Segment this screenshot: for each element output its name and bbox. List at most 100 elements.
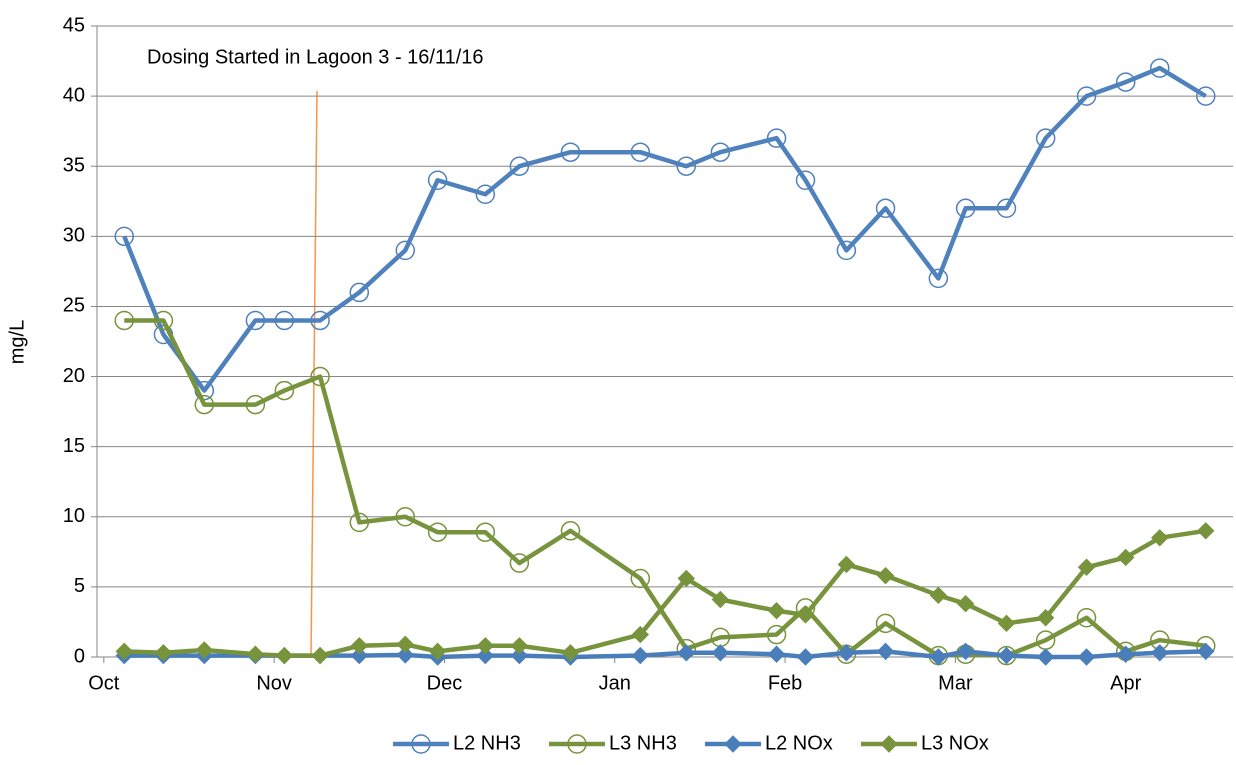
marker: [245, 310, 266, 331]
marker: [510, 646, 529, 665]
marker: [1151, 644, 1169, 662]
y-tick-label: 25: [63, 295, 85, 317]
marker: [880, 735, 898, 753]
x-tick-label: Jan: [599, 672, 631, 694]
marker: [395, 507, 416, 527]
marker: [1150, 58, 1170, 78]
marker: [1115, 72, 1136, 92]
marker: [677, 644, 695, 662]
marker: [836, 240, 857, 261]
x-tick-label: Nov: [256, 672, 292, 694]
marker: [476, 637, 495, 655]
marker: [710, 142, 731, 162]
marker: [875, 198, 896, 219]
series: [115, 522, 1215, 665]
marker: [310, 310, 330, 331]
marker: [275, 646, 294, 665]
marker: [630, 142, 651, 162]
marker: [711, 590, 730, 609]
marker: [929, 586, 948, 605]
marker: [1077, 558, 1096, 576]
marker: [1116, 645, 1135, 663]
x-tick-label: Mar: [938, 672, 973, 694]
y-tick-label: 20: [63, 365, 85, 387]
marker: [996, 198, 1017, 219]
marker: [956, 595, 975, 613]
marker: [766, 624, 787, 645]
marker: [349, 282, 370, 303]
marker: [796, 648, 815, 666]
marker: [245, 394, 266, 415]
marker: [631, 646, 650, 665]
y-tick-label: 40: [63, 84, 85, 106]
annotation: Dosing Started in Lagoon 3 - 16/11/16: [147, 46, 484, 68]
marker: [114, 226, 135, 247]
marker: [928, 268, 949, 289]
marker: [796, 606, 815, 624]
marker: [476, 646, 495, 665]
marker: [676, 156, 697, 176]
marker: [1036, 609, 1055, 627]
marker: [428, 642, 447, 661]
series-line: [124, 528, 1207, 658]
marker: [195, 641, 214, 659]
legend-label: L2 NH3: [453, 732, 521, 754]
marker: [677, 569, 695, 588]
marker: [427, 522, 448, 542]
marker: [997, 614, 1016, 633]
marker: [1035, 128, 1056, 148]
legend-label: L3 NOx: [921, 732, 989, 754]
marker: [349, 512, 370, 533]
marker: [876, 642, 895, 661]
marker: [154, 644, 173, 662]
marker: [427, 170, 448, 190]
marker: [795, 170, 816, 190]
marker: [1195, 86, 1216, 106]
marker: [1197, 522, 1215, 540]
marker: [114, 310, 135, 331]
y-tick-label: 35: [63, 155, 85, 177]
marker: [475, 184, 496, 205]
marker: [246, 645, 265, 663]
marker: [396, 635, 414, 654]
marker: [955, 198, 976, 219]
legend: L2 NH3 L3 NH3 L2 NOx L3 NOx: [393, 732, 989, 754]
marker: [1151, 529, 1169, 547]
marker: [274, 380, 295, 401]
y-tick-label: 30: [63, 225, 85, 247]
marker: [1076, 86, 1097, 106]
marker: [153, 310, 174, 331]
marker: [724, 735, 742, 753]
marker: [711, 644, 730, 662]
marker: [1116, 548, 1135, 567]
marker: [350, 637, 368, 655]
marker: [766, 128, 787, 148]
marker: [767, 645, 786, 663]
marker: [274, 310, 295, 331]
marker: [837, 555, 856, 574]
legend-label: L3 NH3: [609, 732, 677, 754]
marker: [1197, 642, 1215, 661]
x-tick-label: Apr: [1110, 672, 1141, 694]
marker: [631, 625, 650, 644]
x-tick-label: Feb: [768, 672, 802, 694]
marker: [561, 644, 580, 662]
marker: [1036, 648, 1055, 666]
y-tick-label: 0: [74, 645, 85, 667]
marker: [350, 646, 368, 665]
x-tick-label: Dec: [427, 672, 463, 694]
x-tick-label: Oct: [88, 672, 120, 694]
marker: [567, 734, 587, 754]
series: [114, 58, 1216, 401]
marker: [1076, 607, 1097, 628]
marker: [876, 566, 895, 585]
dosing-marker-line: [310, 90, 318, 658]
series-line: [122, 65, 1207, 393]
marker: [310, 366, 330, 387]
marker: [115, 642, 133, 661]
marker: [767, 602, 786, 620]
marker: [475, 522, 496, 542]
marker: [194, 394, 215, 415]
